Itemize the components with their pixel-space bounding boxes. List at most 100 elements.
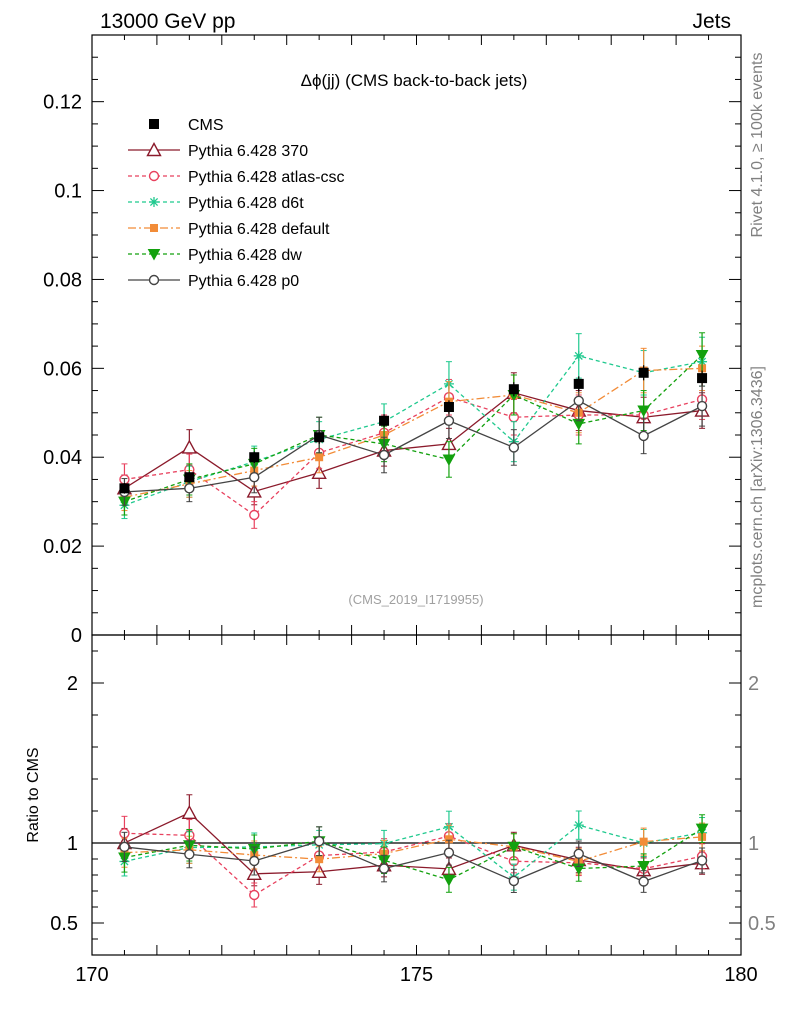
y-tick-label: 0.02 (43, 536, 82, 558)
ratio-y-tick-label-right: 2 (748, 673, 759, 695)
legend-marker (149, 197, 159, 207)
ratio-point (696, 855, 708, 866)
ratio-point (119, 841, 130, 853)
ratio-point (638, 876, 649, 887)
data-point (573, 350, 584, 361)
data-point (249, 509, 260, 521)
series-line (124, 355, 703, 506)
ratio-point (508, 875, 520, 887)
cms-point (638, 367, 649, 378)
chart-title: Δϕ(jj) (CMS back-to-back jets) (301, 71, 528, 90)
legend-item: Pythia 6.428 dw (128, 247, 302, 264)
legend-item: Pythia 6.428 370 (128, 142, 308, 160)
ratio-point (639, 837, 648, 846)
ratio-point (443, 847, 455, 858)
ratio-y-tick-label-right: 1 (748, 833, 759, 855)
legend-item: CMS (149, 117, 224, 134)
x-tick-label: 180 (724, 964, 757, 986)
cms-point (379, 415, 390, 426)
ratio-point (573, 848, 584, 859)
cms-point (249, 452, 260, 463)
legend-item: Pythia 6.428 p0 (128, 273, 299, 290)
ratio-point (573, 820, 584, 831)
series-line (124, 400, 703, 493)
legend-label: Pythia 6.428 370 (188, 143, 308, 160)
legend-label: Pythia 6.428 p0 (188, 273, 299, 290)
legend-label: Pythia 6.428 default (188, 221, 330, 238)
legend-item: Pythia 6.428 d6t (128, 195, 304, 212)
data-point (637, 405, 650, 418)
data-point (508, 442, 520, 453)
legend: CMS Pythia 6.428 370 Pythia 6.428 atlas-cs… (128, 117, 345, 290)
x-tick-label: 170 (75, 964, 108, 986)
legend-item: Pythia 6.428 default (128, 221, 330, 238)
legend-marker (146, 142, 162, 157)
series-cms (119, 365, 708, 494)
ratio-point (378, 863, 390, 874)
data-point (184, 483, 195, 494)
series-line (124, 354, 703, 503)
ratio-point (249, 855, 260, 867)
series-ratio-line (124, 840, 703, 883)
series-line (124, 396, 703, 516)
ratio-point (181, 804, 198, 820)
series-0 (116, 372, 710, 887)
data-point (696, 400, 708, 412)
series-4 (118, 332, 709, 893)
data-point (315, 453, 324, 462)
cms-point (573, 378, 584, 389)
y-tick-label: 0.04 (43, 447, 82, 469)
ratio-y-tick-label: 1 (67, 833, 78, 855)
data-point (378, 449, 390, 461)
data-point (443, 415, 455, 426)
data-point (442, 454, 456, 466)
ratio-y-tick-label-right: 0.5 (748, 913, 776, 935)
ratio-y-tick-label: 2 (67, 673, 78, 695)
legend-marker (150, 224, 158, 232)
legend-label: Pythia 6.428 d6t (188, 195, 304, 212)
series-ratio-line (124, 836, 703, 863)
series-5 (119, 380, 708, 893)
y-tick-label: 0 (71, 625, 82, 647)
series-ratio-line (124, 828, 703, 881)
ratio-point (637, 861, 650, 873)
cms-point (119, 483, 130, 494)
axes: 170 175 180 0 0.02 0.04 0.06 0.08 0.1 0.12 0.5 0.5 1… (43, 35, 776, 986)
legend-marker (148, 170, 160, 182)
legend-marker (147, 249, 161, 261)
ratio-point (313, 836, 325, 847)
data-point (181, 439, 198, 454)
analysis-watermark: (CMS_2019_I1719955) (348, 592, 483, 607)
series-line (124, 392, 703, 493)
cms-point (697, 373, 708, 384)
series-3 (120, 345, 707, 875)
ratio-point (507, 841, 521, 854)
ratio-point (444, 835, 453, 844)
series-1 (119, 378, 708, 908)
ratio-ylabel: Ratio to CMS (25, 747, 42, 842)
cms-point (314, 432, 325, 443)
data-point (695, 350, 709, 362)
mcplots-label: mcplots.cern.ch [arXiv:1306.3436] (749, 366, 766, 608)
series-2 (119, 333, 708, 891)
cms-point (508, 384, 519, 395)
y-tick-label: 0.12 (43, 92, 82, 114)
header-left: 13000 GeV pp (100, 10, 235, 33)
x-tick-label: 175 (400, 964, 433, 986)
data-point (573, 395, 584, 406)
series-ratio-line (124, 812, 703, 875)
legend-label: Pythia 6.428 dw (188, 247, 302, 264)
y-tick-label: 0.1 (54, 181, 82, 203)
ratio-point (695, 823, 709, 836)
series-layer (116, 332, 710, 908)
data-point (638, 430, 649, 442)
legend-marker (149, 119, 159, 129)
ratio-point (249, 889, 260, 901)
y-tick-label: 0.08 (43, 269, 82, 291)
cms-point (184, 472, 195, 483)
cms-point (443, 402, 454, 412)
legend-item: Pythia 6.428 atlas-csc (128, 169, 345, 186)
legend-marker (148, 274, 160, 286)
series-line (124, 367, 703, 498)
